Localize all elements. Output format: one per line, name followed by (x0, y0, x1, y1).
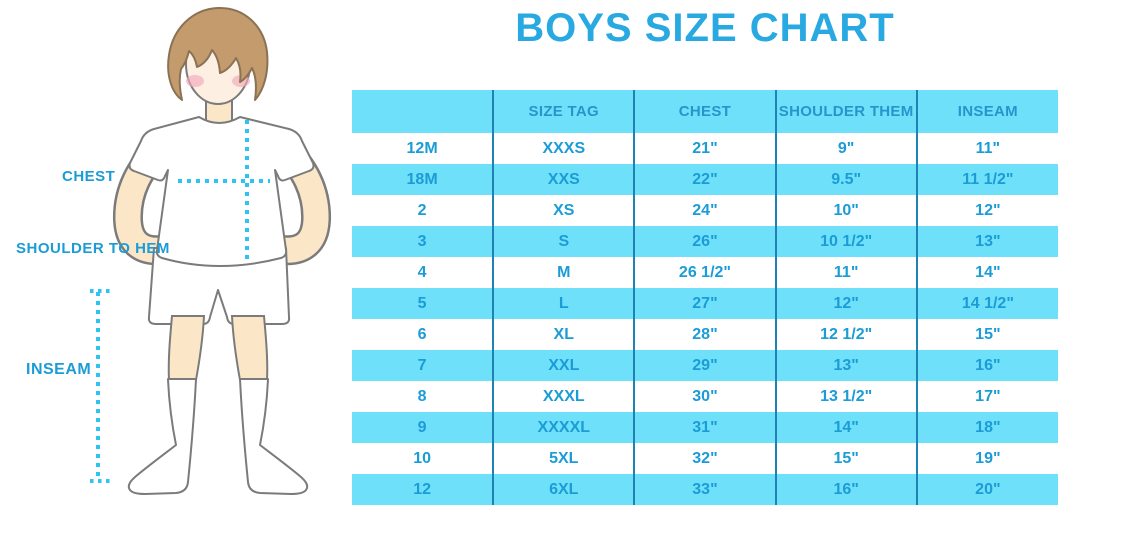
boy-illustration (90, 6, 332, 495)
table-cell: XS (493, 195, 636, 226)
table-header-cell: SHOULDER THEM (775, 90, 918, 133)
table-cell: L (493, 288, 636, 319)
size-table: SIZE TAG CHEST SHOULDER THEM INSEAM 12M XXXS… (352, 90, 1058, 505)
row-label-cell: 12 (352, 474, 495, 505)
table-cell: 22" (634, 164, 777, 195)
table-cell: 13" (975, 232, 1001, 250)
table-cell: 26" (634, 226, 777, 257)
table-cell: 15" (975, 325, 1001, 343)
table-cell: 6XL (493, 474, 636, 505)
table-cell: XXS (493, 164, 636, 195)
table-cell: 26 1/2" (634, 257, 777, 288)
row-label-cell: 18M (352, 164, 495, 195)
table-cell: 14 1/2" (961, 294, 1014, 312)
table-cell: 11 1/2" (962, 170, 1014, 188)
table-row: 10 5XL 32" 15" 19" (352, 443, 1058, 474)
row-label-cell: 3 (352, 226, 495, 257)
table-cell: 27" (634, 288, 777, 319)
table-row: 9 XXXXL 31" 14" 18" (352, 412, 1058, 443)
row-label-cell: 10 (352, 443, 495, 474)
table-header-row: SIZE TAG CHEST SHOULDER THEM INSEAM (352, 90, 1058, 133)
table-row: 5 L 27" 12" 14 1/2" (352, 288, 1058, 319)
table-row: 18M XXS 22" 9.5" 11 1/2" (352, 164, 1058, 195)
table-row: 12M XXXS 21" 9" 11" (352, 133, 1058, 164)
table-cell: 29" (634, 350, 777, 381)
row-label-cell: 8 (352, 381, 495, 412)
table-header-cell: SIZE TAG (493, 90, 636, 133)
boy-shirt (128, 116, 315, 267)
table-cell: 14" (975, 263, 1001, 281)
table-cell: 19" (975, 449, 1001, 467)
table-cell: 10" (775, 195, 918, 226)
table-row: 2 XS 24" 10" 12" (352, 195, 1058, 226)
table-cell: S (493, 226, 636, 257)
size-table-body: 12M XXXS 21" 9" 11" 18M XXS 22" 9.5" 11 1/2" 2 XS 24… (352, 133, 1058, 505)
boy-socks (127, 378, 309, 495)
table-cell: XXXXL (493, 412, 636, 443)
boy-hair (167, 6, 269, 101)
table-cell: 11" (975, 139, 1001, 157)
table-cell: 24" (634, 195, 777, 226)
row-label-header-cell (352, 90, 495, 133)
table-cell: XL (493, 319, 636, 350)
table-cell: 10 1/2" (775, 226, 918, 257)
table-cell: 16" (975, 356, 1001, 374)
table-row: 6 XL 28" 12 1/2" 15" (352, 319, 1058, 350)
table-cell: 9" (775, 133, 918, 164)
table-cell: 32" (634, 443, 777, 474)
table-row: 4 M 26 1/2" 11" 14" (352, 257, 1058, 288)
boy-shorts (147, 247, 291, 325)
table-cell: 11" (775, 257, 918, 288)
inseam-label: INSEAM (26, 361, 92, 378)
table-cell: 13 1/2" (775, 381, 918, 412)
chest-label: CHEST (62, 168, 116, 185)
table-cell: 33" (634, 474, 777, 505)
table-cell: XXXL (493, 381, 636, 412)
table-row: 3 S 26" 10 1/2" 13" (352, 226, 1058, 257)
table-cell: 20" (975, 480, 1001, 498)
shoulder-to-hem-label: SHOULDER TO HEM (16, 240, 170, 257)
table-cell: 12" (975, 201, 1001, 219)
row-label-cell: 6 (352, 319, 495, 350)
table-cell: XXXS (493, 133, 636, 164)
table-row: 12 6XL 33" 16" 20" (352, 474, 1058, 505)
row-label-cell: 5 (352, 288, 495, 319)
boy-measurement-diagram: CHEST SHOULDER TO HEM INSEAM (0, 0, 352, 537)
table-cell: M (493, 257, 636, 288)
boy-legs (167, 315, 269, 381)
table-cell: 21" (634, 133, 777, 164)
row-label-cell: 2 (352, 195, 495, 226)
table-cell: 28" (634, 319, 777, 350)
table-cell: 16" (775, 474, 918, 505)
table-cell: 9.5" (775, 164, 918, 195)
table-cell: 15" (775, 443, 918, 474)
table-cell: 14" (775, 412, 918, 443)
row-label-cell: 4 (352, 257, 495, 288)
table-cell: XXL (493, 350, 636, 381)
table-cell: 5XL (493, 443, 636, 474)
table-header-cell: INSEAM (957, 103, 1018, 120)
page-title: BOYS SIZE CHART (515, 6, 895, 50)
table-header-cell: CHEST (634, 90, 777, 133)
row-label-cell: 9 (352, 412, 495, 443)
table-cell: 30" (634, 381, 777, 412)
table-cell: 12" (775, 288, 918, 319)
table-cell: 18" (975, 418, 1001, 436)
table-cell: 17" (975, 387, 1001, 405)
table-cell: 31" (634, 412, 777, 443)
measurement-guides (90, 120, 270, 483)
row-label-cell: 7 (352, 350, 495, 381)
row-label-cell: 12M (352, 133, 495, 164)
table-cell: 12 1/2" (775, 319, 918, 350)
table-row: 7 XXL 29" 13" 16" (352, 350, 1058, 381)
table-cell: 13" (775, 350, 918, 381)
size-table-head: SIZE TAG CHEST SHOULDER THEM INSEAM (352, 90, 1058, 133)
table-row: 8 XXXL 30" 13 1/2" 17" (352, 381, 1058, 412)
